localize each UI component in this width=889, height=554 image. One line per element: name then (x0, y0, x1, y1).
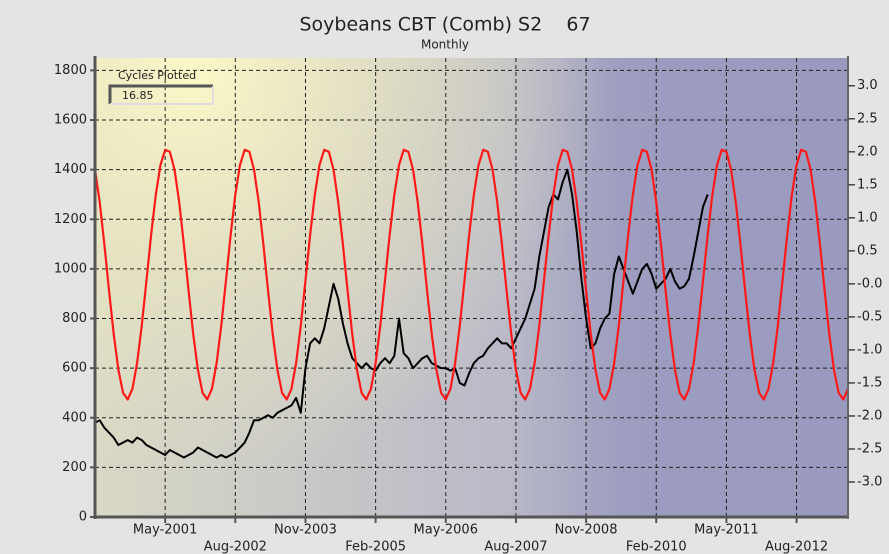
y2-tick-label: 1.5 (857, 177, 878, 192)
y2-tick-label: -1.5 (857, 375, 882, 390)
series-line (93, 148, 850, 401)
chart-subtitle: Monthly (421, 38, 469, 52)
x-tick-label: Aug-2007 (484, 540, 547, 554)
cycles-box-frame (108, 84, 213, 104)
series-line (94, 168, 709, 459)
plot-glow (95, 58, 848, 517)
y2-tick-label: 1.0 (857, 210, 878, 225)
x-tick-label: Nov-2008 (555, 523, 618, 538)
y-tick-label: 1000 (54, 261, 87, 276)
y-tick-label: 1400 (54, 162, 87, 177)
y2-tick-label: 2.0 (857, 144, 878, 159)
x-tick-label: May-2006 (414, 523, 478, 538)
x-tick-label: Aug-2002 (204, 540, 267, 554)
x-tick-label: Nov-2003 (274, 523, 337, 538)
y2-tick-label: 3.0 (857, 78, 878, 93)
y2-tick-label: 2.5 (857, 111, 878, 126)
y-tick-label: 400 (62, 410, 87, 425)
y2-tick-label: -1.0 (857, 342, 882, 357)
y2-tick-label: -3.0 (857, 474, 882, 489)
x-tick-label: May-2001 (133, 523, 197, 538)
y2-tick-label: -0.5 (857, 309, 882, 324)
x-tick-label: Feb-2005 (345, 540, 406, 554)
cycles-label: Cycles Plotted (118, 69, 196, 82)
series-layer (93, 148, 850, 459)
cycles-box-frame-light (110, 86, 214, 105)
y-tick-label: 0 (79, 510, 87, 525)
y2-tick-label: -2.0 (857, 408, 882, 423)
x-tick-label: Feb-2010 (626, 540, 687, 554)
chart-title: Soybeans CBT (Comb) S2 67 (299, 14, 590, 36)
y2-tick-label: 0.5 (857, 243, 878, 258)
y2-tick-label: -2.5 (857, 441, 882, 456)
y-tick-label: 600 (62, 361, 87, 376)
y-tick-label: 1200 (54, 212, 87, 227)
x-tick-label: May-2011 (694, 523, 758, 538)
cycles-value: 16.85 (122, 89, 154, 102)
x-tick-label: Aug-2012 (765, 540, 828, 554)
y-tick-label: 1800 (54, 63, 87, 78)
y-tick-label: 1600 (54, 113, 87, 128)
y2-tick-label: -0.0 (857, 276, 882, 291)
y-tick-label: 800 (62, 311, 87, 326)
y-tick-label: 200 (62, 460, 87, 475)
